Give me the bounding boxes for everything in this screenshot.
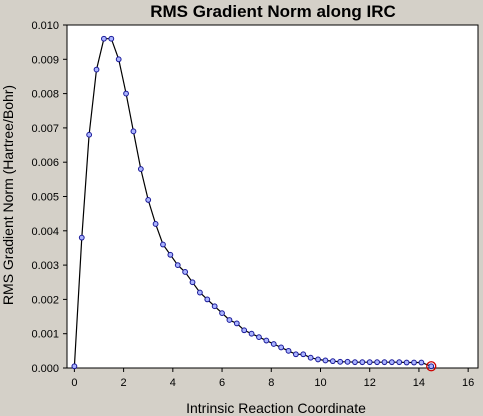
data-point <box>137 166 144 172</box>
x-tick-label: 4 <box>170 377 176 389</box>
data-point <box>403 359 410 366</box>
x-tick-label: 0 <box>71 377 77 389</box>
y-axis-label: RMS Gradient Norm (Hartree/Bohr) <box>0 85 16 305</box>
x-tick-label: 12 <box>364 377 376 389</box>
data-point <box>160 241 166 248</box>
x-tick-label: 8 <box>268 377 274 389</box>
y-tick-label: 0.002 <box>31 294 59 306</box>
data-point <box>285 347 292 354</box>
data-point <box>278 344 285 351</box>
y-tick-label: 0.008 <box>31 89 59 101</box>
x-tick-label: 10 <box>314 377 326 389</box>
data-point <box>322 357 329 364</box>
data-point <box>233 320 240 327</box>
data-point <box>352 359 358 366</box>
x-tick-label: 2 <box>121 377 127 389</box>
y-tick-label: 0.007 <box>31 123 59 135</box>
data-point <box>428 363 435 370</box>
data-point <box>189 279 196 286</box>
data-point <box>145 197 152 203</box>
data-point <box>270 341 277 347</box>
data-point <box>86 131 93 138</box>
data-point <box>226 317 233 323</box>
y-tick-label: 0.003 <box>31 260 59 272</box>
y-tick-label: 0.010 <box>31 20 59 32</box>
highlighted-point-ring <box>426 361 437 372</box>
data-point <box>263 337 270 344</box>
data-point <box>359 359 366 366</box>
data-point <box>108 35 115 42</box>
data-point <box>71 363 78 370</box>
data-point <box>300 351 307 358</box>
data-point <box>344 358 351 365</box>
data-point <box>115 56 122 63</box>
data-point <box>152 221 159 227</box>
data-point <box>388 359 395 366</box>
y-tick-label: 0.005 <box>31 192 59 204</box>
data-point <box>411 359 417 366</box>
data-point <box>381 359 388 366</box>
data-point <box>93 66 100 73</box>
data-point <box>366 359 373 366</box>
y-tick-label: 0.006 <box>31 157 59 169</box>
data-point <box>337 358 344 365</box>
data-point <box>219 310 225 317</box>
x-tick-label: 6 <box>219 377 225 389</box>
data-point <box>167 251 174 258</box>
y-tick-label: 0.004 <box>31 226 59 238</box>
x-tick-label: 16 <box>462 377 474 389</box>
data-point <box>241 327 248 334</box>
data-point <box>329 358 336 365</box>
data-point <box>204 296 211 303</box>
data-point <box>211 303 218 310</box>
data-point <box>78 234 85 241</box>
data-point <box>292 351 299 358</box>
y-tick-label: 0.001 <box>31 329 59 341</box>
y-tick-label: 0.000 <box>31 363 59 375</box>
data-point <box>418 359 425 366</box>
data-point <box>174 262 181 269</box>
data-point <box>182 269 189 275</box>
data-point <box>256 334 262 341</box>
data-point <box>248 330 255 337</box>
data-point <box>307 354 314 361</box>
data-point <box>315 356 321 363</box>
plot-area <box>66 24 479 369</box>
data-point <box>130 128 137 135</box>
x-tick-label: 14 <box>413 377 425 389</box>
data-point <box>101 35 107 42</box>
x-axis-label: Intrinsic Reaction Coordinate <box>186 400 366 416</box>
data-point <box>196 289 203 296</box>
y-tick-label: 0.009 <box>31 54 59 66</box>
data-point <box>123 90 129 97</box>
chart-title: RMS Gradient Norm along IRC <box>150 2 396 21</box>
data-point <box>374 359 380 366</box>
data-point <box>396 359 403 366</box>
